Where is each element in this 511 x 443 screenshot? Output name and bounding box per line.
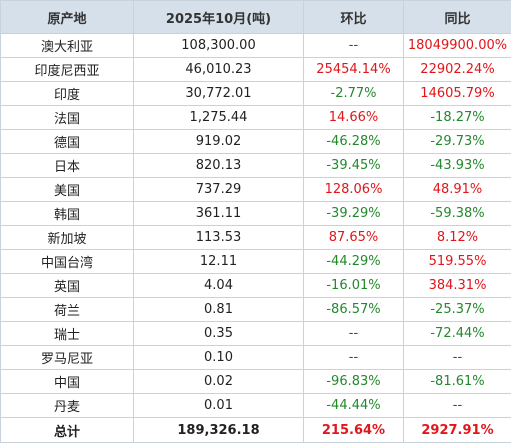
value-cell: 189,326.18 <box>134 418 304 443</box>
header-month: 2025年10月(吨) <box>134 1 304 34</box>
yoy-cell: 48.91% <box>404 178 511 202</box>
value-cell: 46,010.23 <box>134 58 304 82</box>
value-cell: 0.10 <box>134 346 304 370</box>
origin-cell: 总计 <box>1 418 134 443</box>
yoy-cell: -72.44% <box>404 322 511 346</box>
mom-cell: 25454.14% <box>304 58 404 82</box>
origin-cell: 罗马尼亚 <box>1 346 134 370</box>
mom-cell: -- <box>304 346 404 370</box>
mom-cell: 215.64% <box>304 418 404 443</box>
value-cell: 113.53 <box>134 226 304 250</box>
value-cell: 361.11 <box>134 202 304 226</box>
header-mom: 环比 <box>304 1 404 34</box>
yoy-cell: 22902.24% <box>404 58 511 82</box>
origin-cell: 荷兰 <box>1 298 134 322</box>
origin-cell: 德国 <box>1 130 134 154</box>
mom-cell: 87.65% <box>304 226 404 250</box>
mom-cell: -16.01% <box>304 274 404 298</box>
origin-cell: 英国 <box>1 274 134 298</box>
yoy-cell: 8.12% <box>404 226 511 250</box>
origin-cell: 澳大利亚 <box>1 34 134 58</box>
origin-cell: 美国 <box>1 178 134 202</box>
yoy-cell: 2927.91% <box>404 418 511 443</box>
yoy-cell: 14605.79% <box>404 82 511 106</box>
value-cell: 919.02 <box>134 130 304 154</box>
mom-cell: -46.28% <box>304 130 404 154</box>
mom-cell: -- <box>304 322 404 346</box>
value-cell: 0.35 <box>134 322 304 346</box>
yoy-cell: -59.38% <box>404 202 511 226</box>
mom-cell: 128.06% <box>304 178 404 202</box>
value-cell: 4.04 <box>134 274 304 298</box>
value-cell: 737.29 <box>134 178 304 202</box>
value-cell: 108,300.00 <box>134 34 304 58</box>
value-cell: 30,772.01 <box>134 82 304 106</box>
mom-cell: -86.57% <box>304 298 404 322</box>
header-yoy: 同比 <box>404 1 511 34</box>
yoy-cell: 519.55% <box>404 250 511 274</box>
origin-cell: 丹麦 <box>1 394 134 418</box>
value-cell: 0.81 <box>134 298 304 322</box>
origin-cell: 印度尼西亚 <box>1 58 134 82</box>
yoy-cell: -- <box>404 346 511 370</box>
origin-cell: 日本 <box>1 154 134 178</box>
yoy-cell: -18.27% <box>404 106 511 130</box>
mom-cell: -39.45% <box>304 154 404 178</box>
mom-cell: -96.83% <box>304 370 404 394</box>
value-cell: 0.01 <box>134 394 304 418</box>
origin-cell: 印度 <box>1 82 134 106</box>
mom-cell: 14.66% <box>304 106 404 130</box>
yoy-cell: -43.93% <box>404 154 511 178</box>
value-cell: 820.13 <box>134 154 304 178</box>
origin-cell: 法国 <box>1 106 134 130</box>
origin-cell: 中国 <box>1 370 134 394</box>
value-cell: 0.02 <box>134 370 304 394</box>
header-origin: 原产地 <box>1 1 134 34</box>
yoy-cell: 384.31% <box>404 274 511 298</box>
origin-cell: 新加坡 <box>1 226 134 250</box>
mom-cell: -2.77% <box>304 82 404 106</box>
mom-cell: -44.29% <box>304 250 404 274</box>
yoy-cell: -- <box>404 394 511 418</box>
yoy-cell: 18049900.00% <box>404 34 511 58</box>
origin-cell: 韩国 <box>1 202 134 226</box>
yoy-cell: -25.37% <box>404 298 511 322</box>
yoy-cell: -29.73% <box>404 130 511 154</box>
header-row: 原产地 2025年10月(吨) 环比 同比 <box>1 1 511 34</box>
value-cell: 12.11 <box>134 250 304 274</box>
origin-cell: 瑞士 <box>1 322 134 346</box>
mom-cell: -- <box>304 34 404 58</box>
mom-cell: -44.44% <box>304 394 404 418</box>
mom-cell: -39.29% <box>304 202 404 226</box>
origin-cell: 中国台湾 <box>1 250 134 274</box>
yoy-cell: -81.61% <box>404 370 511 394</box>
value-cell: 1,275.44 <box>134 106 304 130</box>
